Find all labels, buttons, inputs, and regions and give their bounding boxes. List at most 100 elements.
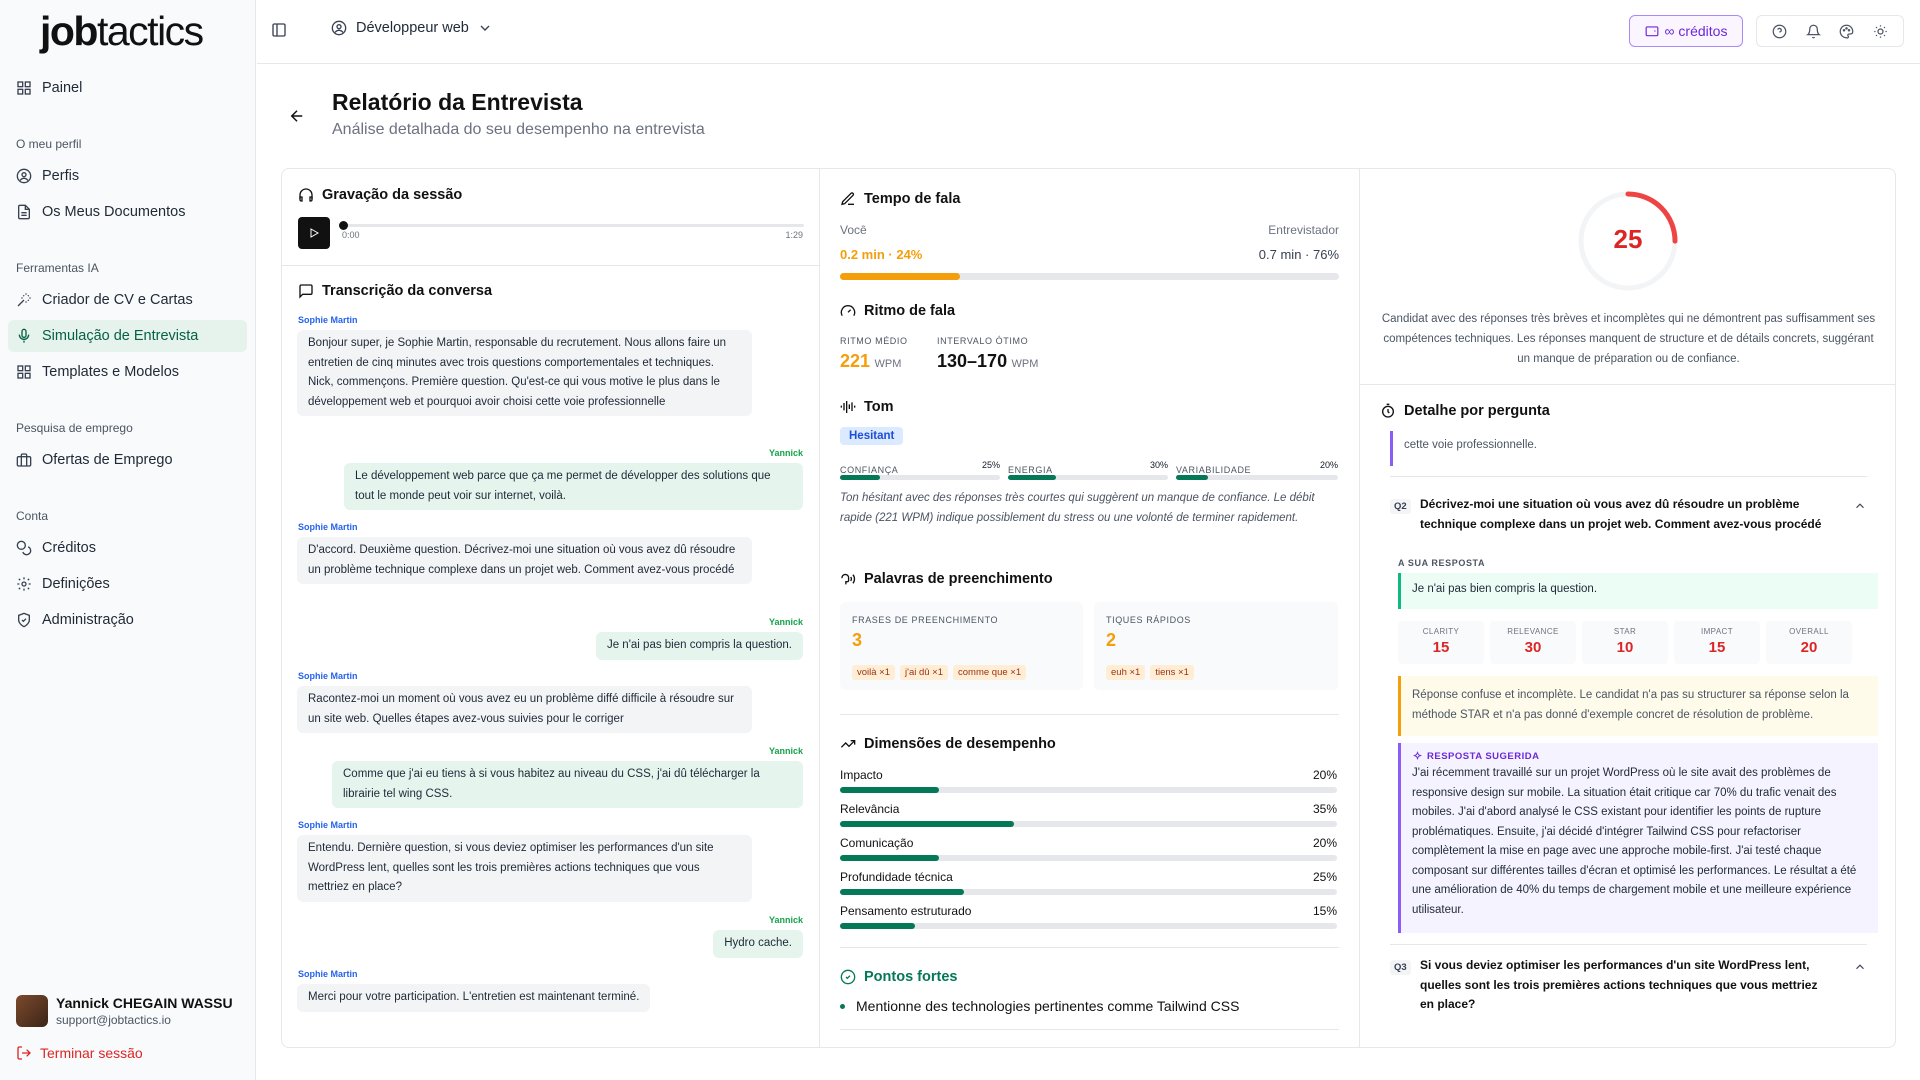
your-answer: Je n'ai pas bien compris la question. (1398, 573, 1878, 609)
audio-time-end: 1:29 (785, 230, 803, 240)
trending-up-icon (840, 740, 856, 748)
logout-button[interactable]: Terminar sessão (16, 1045, 143, 1061)
chevron-down-icon (480, 25, 490, 31)
sidebar-item-label: Simulação de Entrevista (42, 328, 199, 344)
section-job-search: Pesquisa de emprego (16, 421, 133, 435)
filler-phrases-box: FRASES DE PREENCHIMENTO 3 voilà ×1 j'ai d… (840, 602, 1083, 690)
help-button[interactable] (1772, 24, 1787, 39)
tic-tag: tiens ×1 (1150, 665, 1194, 680)
score-column: 25 Candidat avec des réponses très brève… (1360, 169, 1895, 1047)
notifications-button[interactable] (1805, 24, 1821, 39)
tone-title: Tom (840, 399, 894, 415)
message-bubble: Racontez-moi un moment où vous avez eu u… (297, 686, 752, 733)
theme-palette-button[interactable] (1839, 24, 1854, 39)
page-subtitle: Análise detalhada do seu desempenho na e… (332, 121, 705, 138)
help-icon (1772, 24, 1787, 38)
answer-label: A SUA RESPOSTA (1398, 558, 1486, 568)
q1-tail: cette voie professionnelle. (1390, 431, 1867, 466)
chat-icon (299, 284, 313, 299)
speaker-label: Yannick (768, 915, 803, 925)
sidebar-item-panel[interactable]: Painel (8, 72, 247, 104)
collapse-button[interactable] (1853, 499, 1867, 513)
metrics-column: Tempo de fala Você Entrevistador 0.2 min… (820, 169, 1360, 1047)
coins-icon (16, 540, 32, 556)
suggested-answer: J'ai récemment travaillé sur un projet W… (1412, 767, 1857, 916)
divider (840, 947, 1339, 948)
speech-icon (841, 573, 856, 585)
play-icon (310, 228, 320, 238)
sidebar-item-label: Definições (42, 576, 110, 592)
tone-metric: CONFIANÇA 25% (840, 460, 1000, 475)
overall-summary: Candidat avec des réponses très brèves e… (1381, 313, 1876, 365)
transcript-title: Transcrição da conversa (298, 283, 492, 299)
user-email: support@jobtactics.io (56, 1013, 171, 1027)
sidebar-item-admin[interactable]: Administração (8, 604, 247, 636)
sidebar-item-label: Ofertas de Emprego (42, 452, 173, 468)
divider (840, 1029, 1339, 1030)
sidebar-item-documents[interactable]: Os Meus Documentos (8, 196, 247, 228)
collapse-button[interactable] (1853, 960, 1867, 974)
dimension-row: Comunicação 20% (840, 836, 1337, 861)
score-card: OVERALL 20 (1766, 621, 1852, 664)
score-grid: CLARITY 15 RELEVANCE 30 STAR 10 IMPACT 15 OV… (1398, 621, 1852, 664)
check-circle-icon (840, 969, 856, 985)
report-card: Gravação da sessão 0:00 1:29 Transcrição… (281, 168, 1896, 1048)
sidebar-item-job-offers[interactable]: Ofertas de Emprego (8, 444, 247, 476)
gauge-icon (840, 305, 856, 316)
audio-lines-icon (840, 401, 856, 413)
tone-metric: ENERGIA 30% (1008, 460, 1168, 475)
sidebar-toggle-icon (272, 23, 286, 37)
sidebar-item-credits[interactable]: Créditos (8, 532, 247, 564)
credits-button[interactable]: ∞ créditos (1629, 15, 1743, 47)
pen-icon (841, 192, 855, 206)
speaking-time-bar (840, 273, 1339, 280)
message-bubble: D'accord. Deuxième question. Décrivez-mo… (297, 537, 752, 584)
optimal-pace: 130–170 WPM (937, 351, 1039, 371)
filler-tag: comme que ×1 (953, 665, 1027, 680)
tone-badge: Hesitant (840, 427, 904, 445)
sidebar-item-profiles[interactable]: Perfis (8, 160, 247, 192)
topbar-icons (1756, 15, 1904, 47)
user-card[interactable]: Yannick CHEGAIN WASSU support@jobtactics… (16, 995, 233, 1027)
headphones-icon (299, 188, 313, 202)
speaker-label: Sophie Martin (298, 315, 358, 325)
jobtactics-logo[interactable]: jobtactics (40, 8, 204, 54)
arrow-left-icon (290, 110, 303, 122)
palette-icon (1839, 24, 1854, 39)
sidebar-item-label: Templates e Modelos (42, 364, 180, 380)
bell-icon (1805, 24, 1821, 38)
speaker-label: Yannick (768, 746, 803, 756)
briefcase-icon (16, 453, 32, 467)
strength-item: Mentionne des technologies pertinentes c… (840, 998, 1239, 1014)
sidebar-toggle-button[interactable] (271, 22, 287, 38)
question-text[interactable]: Si vous deviez optimiser les performance… (1420, 958, 1818, 1011)
section-profile: O meu perfil (16, 137, 82, 151)
quick-tics-box: TIQUES RÁPIDOS 2 euh ×1 tiens ×1 (1094, 602, 1338, 690)
sidebar-item-label: Perfis (42, 168, 80, 184)
question-text[interactable]: Décrivez-moi une situation où vous avez … (1420, 497, 1822, 531)
user-circle-icon (16, 168, 32, 184)
role-selector[interactable]: Développeur web (331, 20, 502, 36)
light-mode-button[interactable] (1873, 24, 1888, 39)
speaking-time-fill (840, 273, 960, 280)
sun-icon (1874, 24, 1887, 38)
microphone-icon (18, 328, 30, 343)
filler-tag: voilà ×1 (852, 665, 896, 680)
play-button[interactable] (298, 217, 330, 249)
audio-progress-track[interactable] (342, 224, 804, 227)
sidebar-item-settings[interactable]: Definições (8, 568, 247, 600)
sidebar-item-cv-creator[interactable]: Criador de CV e Cartas (8, 284, 247, 316)
interviewer-speaking-value: 0.7 min · 76% (1258, 247, 1339, 262)
suggested-answer-box: RESPOSTA SUGERIDA J'ai récemment travail… (1398, 743, 1878, 933)
energy-bar (1008, 475, 1168, 480)
suggested-answer-label: RESPOSTA SUGERIDA (1412, 751, 1867, 762)
overall-score: 25 (1613, 224, 1643, 254)
fillers-title: Palavras de preenchimento (840, 571, 1053, 587)
question-number: Q3 (1390, 960, 1411, 975)
sidebar-item-templates[interactable]: Templates e Modelos (8, 356, 247, 388)
sidebar-item-interview-sim[interactable]: Simulação de Entrevista (8, 320, 247, 352)
bullet (840, 1003, 845, 1009)
back-button[interactable] (288, 107, 306, 125)
sidebar-item-label: Créditos (42, 540, 96, 556)
audio-progress-handle[interactable] (339, 221, 348, 230)
